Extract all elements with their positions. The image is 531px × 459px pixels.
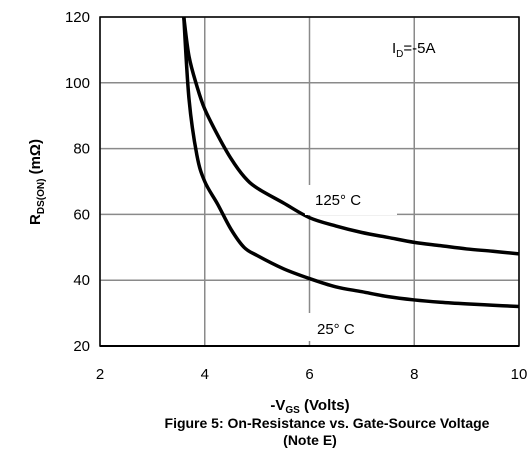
x-tick-label-8: 8 [410,366,418,383]
series-label-25c: 25° C [317,321,355,338]
series-line-125c [182,16,520,256]
y-tick-label-60: 60 [73,206,90,223]
figure-note: (Note E) [283,432,337,448]
y-axis-title: RDS(ON) (mΩ) [27,139,47,225]
x-tick-label-6: 6 [305,366,313,383]
x-tick-label-2: 2 [96,366,104,383]
series-line-25c [182,16,520,309]
y-tick-label-120: 120 [65,9,90,26]
y-tick-label-20: 20 [73,338,90,355]
id-annotation: ID=-5A [392,40,436,60]
figure-caption: Figure 5: On-Resistance vs. Gate-Source … [165,415,490,431]
series-label-125c: 125° C [315,192,361,209]
y-tick-label-40: 40 [73,272,90,289]
y-tick-label-100: 100 [65,75,90,92]
label-bg-125 [305,185,397,215]
x-tick-labels: 2 4 6 8 10 [96,366,528,383]
grid [99,16,520,347]
y-tick-labels: 20 40 60 80 100 120 [65,9,90,355]
x-tick-label-4: 4 [201,366,209,383]
y-tick-label-80: 80 [73,141,90,158]
x-axis-title: -VGS (Volts) [270,397,349,416]
label-bg-25 [305,313,375,341]
curves [182,16,520,309]
x-tick-label-10: 10 [511,366,528,383]
